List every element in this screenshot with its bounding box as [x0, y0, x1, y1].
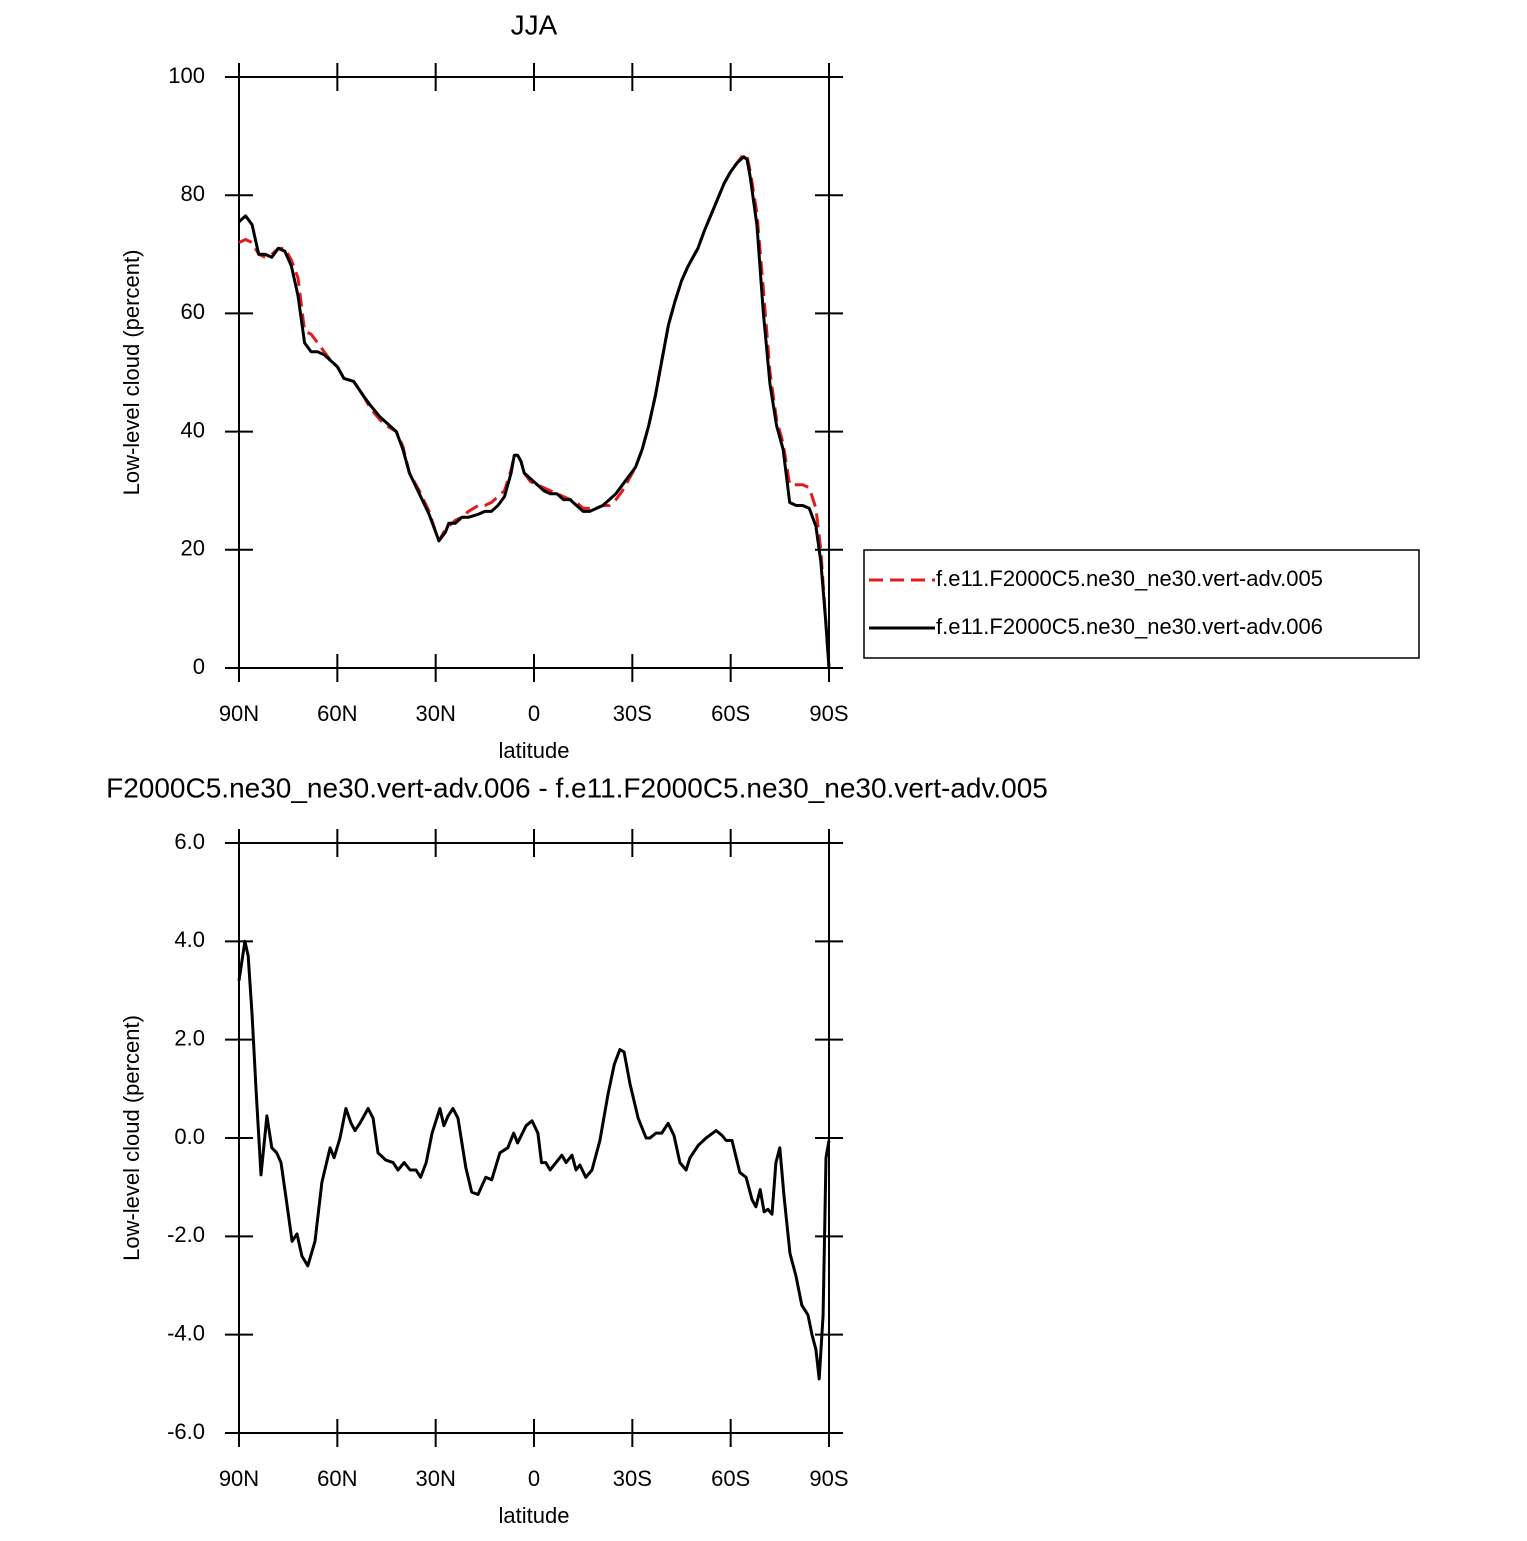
- x-tick-label: 30S: [613, 701, 652, 726]
- x-tick-label: 60N: [317, 1466, 357, 1491]
- y-tick-label: 0.0: [174, 1124, 205, 1149]
- y-tick-label: 80: [181, 181, 205, 206]
- data-line: [238, 152, 831, 669]
- x-tick-label: 90S: [809, 701, 848, 726]
- plot-frame: [238, 842, 830, 1434]
- x-tick-label: 90N: [219, 701, 259, 726]
- x-axis-label: latitude: [499, 1503, 570, 1528]
- y-tick-label: 100: [168, 63, 205, 88]
- y-tick-label: 2.0: [174, 1025, 205, 1050]
- x-tick-label: 60N: [317, 701, 357, 726]
- y-tick-label: -4.0: [167, 1320, 205, 1345]
- y-tick-label: 20: [181, 536, 205, 561]
- data-line: [237, 939, 831, 1381]
- x-tick-label: 60S: [711, 1466, 750, 1491]
- y-tick-label: -6.0: [167, 1419, 205, 1444]
- x-axis-label: latitude: [499, 738, 570, 763]
- y-axis-label: Low-level cloud (percent): [119, 250, 144, 496]
- y-tick-label: -2.0: [167, 1222, 205, 1247]
- x-tick-label: 30N: [415, 1466, 455, 1491]
- x-tick-label: 30N: [415, 701, 455, 726]
- chart-title: JJA: [511, 9, 558, 40]
- y-tick-label: 0: [193, 654, 205, 679]
- legend-label: f.e11.F2000C5.ne30_ne30.vert-adv.005: [936, 566, 1323, 591]
- x-tick-label: 30S: [613, 1466, 652, 1491]
- x-tick-label: 60S: [711, 701, 750, 726]
- y-tick-label: 4.0: [174, 927, 205, 952]
- x-tick-label: 0: [528, 1466, 540, 1491]
- x-tick-label: 0: [528, 701, 540, 726]
- legend-box: [863, 549, 1420, 659]
- y-tick-label: 6.0: [174, 829, 205, 854]
- x-tick-label: 90N: [219, 1466, 259, 1491]
- y-tick-label: 60: [181, 299, 205, 324]
- plot-frame: [238, 76, 830, 669]
- legend-label: f.e11.F2000C5.ne30_ne30.vert-adv.006: [936, 614, 1323, 639]
- x-tick-label: 90S: [809, 1466, 848, 1491]
- chart-title: F2000C5.ne30_ne30.vert-adv.006 - f.e11.F…: [106, 772, 1048, 803]
- y-tick-label: 40: [181, 417, 205, 442]
- data-line: [238, 155, 831, 669]
- y-axis-label: Low-level cloud (percent): [119, 1015, 144, 1261]
